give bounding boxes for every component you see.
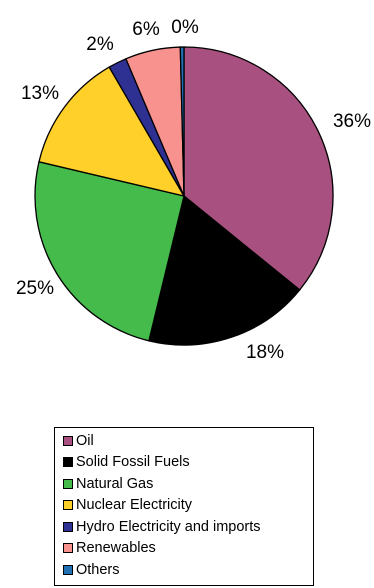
pie-slice-solid-fossil-fuels [148,194,301,346]
legend-item-renewables: Renewables [63,538,313,560]
pie-label-nuclear-electricity: 13% [21,83,59,104]
legend-item-hydro-electricity: Hydro Electricity and imports [63,516,313,538]
pie-slice-natural-gas [34,161,185,342]
pie-slice-oil [183,46,334,291]
legend-item-solid-fossil-fuels: Solid Fossil Fuels [63,452,313,474]
legend-item-others: Others [63,559,313,581]
legend-label-solid-fossil-fuels: Solid Fossil Fuels [76,454,190,471]
pie-label-others: 0% [171,17,199,38]
pie-label-renewables: 6% [132,19,160,40]
legend-label-natural-gas: Natural Gas [76,475,154,492]
pie-label-solid-fossil-fuels: 18% [246,342,284,363]
pie-chart: 36% 18% 25% 13% 2% 6% 0% [16,17,371,363]
legend: Oil Solid Fossil Fuels Natural Gas Nucle… [54,427,314,586]
legend-item-nuclear-electricity: Nuclear Electricity [63,495,313,517]
legend-label-nuclear-electricity: Nuclear Electricity [76,497,193,514]
pie-label-hydro-electricity-and-imports: 2% [86,34,114,55]
pie-slice-nuclear-electricity [38,66,186,197]
legend-label-others: Others [76,561,120,578]
legend-label-hydro-electricity: Hydro Electricity and imports [76,518,261,535]
legend-swatch-solid-fossil-fuels [63,457,73,468]
legend-item-oil: Oil [63,430,313,452]
legend-swatch-others [63,564,73,575]
legend-swatch-oil [63,435,73,446]
legend-swatch-natural-gas [63,478,73,489]
legend-swatch-renewables [63,543,73,554]
legend-label-renewables: Renewables [76,540,156,557]
pie-label-oil: 36% [333,111,371,132]
legend-item-natural-gas: Natural Gas [63,473,313,495]
legend-swatch-hydro-electricity [63,521,73,532]
legend-swatch-nuclear-electricity [63,500,73,511]
pie-slice-others [179,46,185,197]
legend-label-oil: Oil [76,432,94,449]
pie-label-natural-gas: 25% [16,278,54,299]
